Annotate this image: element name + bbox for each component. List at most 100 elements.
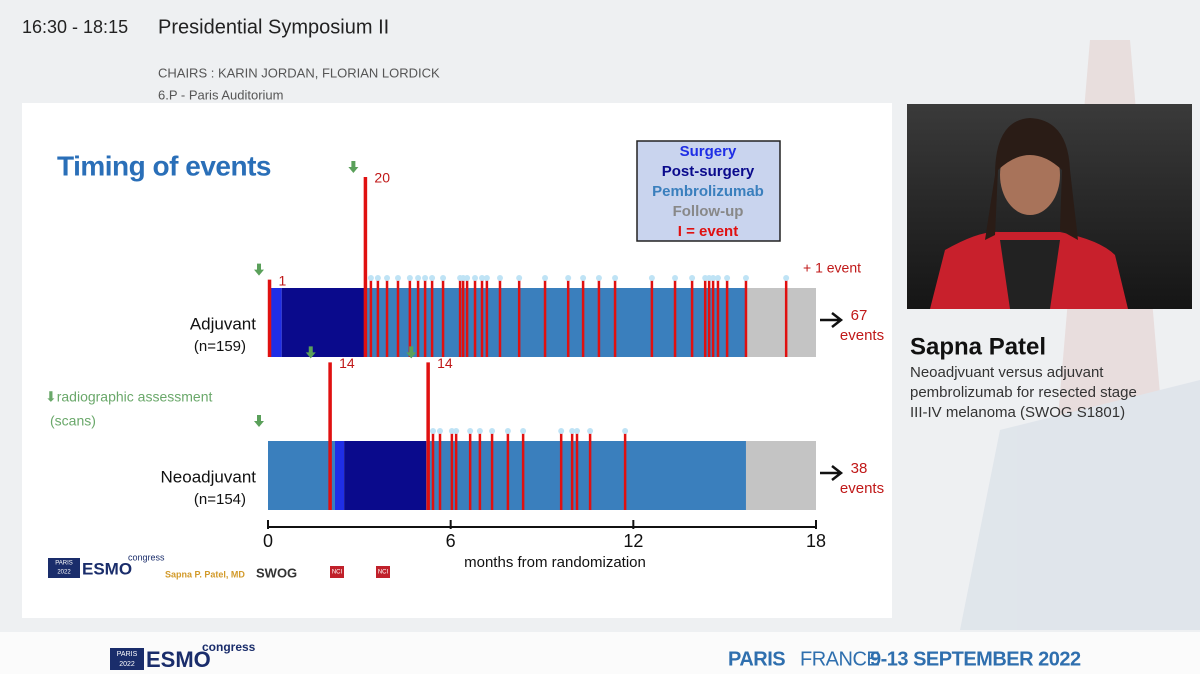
room: 6.P - Paris Auditorium bbox=[158, 87, 283, 102]
phase-segment bbox=[334, 441, 345, 510]
event-dot bbox=[714, 275, 721, 281]
row-n: (n=159) bbox=[194, 338, 246, 355]
event-dot bbox=[710, 275, 717, 281]
row-name: Adjuvant bbox=[190, 314, 256, 333]
event-dot bbox=[612, 275, 619, 281]
event-count: 20 bbox=[374, 170, 390, 186]
row-n: (n=154) bbox=[194, 491, 246, 508]
scan-note: ⬇radiographic assessment bbox=[45, 389, 212, 405]
scan-arrow bbox=[305, 346, 316, 359]
logo-box bbox=[48, 558, 80, 578]
event-dot bbox=[406, 275, 413, 281]
phase-segment bbox=[426, 441, 746, 510]
event-dot bbox=[504, 428, 511, 434]
row-name: Neoadjuvant bbox=[161, 467, 257, 486]
scan-arrow bbox=[254, 415, 264, 427]
scan-arrow bbox=[348, 161, 359, 173]
event-dot bbox=[367, 275, 374, 281]
logo-box bbox=[110, 648, 144, 670]
nci-badge bbox=[330, 566, 344, 578]
event-dot bbox=[464, 275, 471, 281]
footer-bar bbox=[0, 632, 1200, 674]
event-dot bbox=[394, 275, 401, 281]
slide-logo: PARIS 2022 ESMO congress Sapna P. Patel,… bbox=[48, 552, 390, 580]
speaker-hair bbox=[985, 118, 1078, 240]
logo-word: congress bbox=[128, 552, 165, 562]
talk-title: III-IV melanoma (SWOG S1801) bbox=[910, 404, 1125, 421]
dates: 9-13 SEPTEMBER 2022 bbox=[870, 648, 1081, 670]
x-tick-label: 6 bbox=[446, 531, 456, 551]
event-dot bbox=[384, 275, 391, 281]
phase-segment bbox=[745, 288, 816, 357]
nci: NCI bbox=[378, 570, 389, 576]
event-dot bbox=[448, 428, 455, 434]
event-dot bbox=[648, 275, 655, 281]
event-dot bbox=[489, 428, 496, 434]
event-dot bbox=[689, 275, 696, 281]
nci: NCI bbox=[332, 570, 343, 576]
logo-word: congress bbox=[202, 640, 256, 654]
place-country: FRANCE bbox=[800, 648, 879, 670]
x-tick-label: 12 bbox=[623, 531, 643, 551]
extra-event: + 1 event bbox=[803, 260, 861, 276]
event-dot bbox=[437, 428, 444, 434]
speaker-top bbox=[1000, 240, 1060, 309]
presenter: Sapna P. Patel, MD bbox=[165, 569, 245, 579]
phase-segment bbox=[365, 288, 746, 357]
event-dot bbox=[558, 428, 565, 434]
event-count: 1 bbox=[279, 272, 287, 288]
x-tick-label: 0 bbox=[263, 531, 273, 551]
phase-segment bbox=[745, 441, 816, 510]
logo-brand: ESMO bbox=[82, 559, 132, 578]
event-dot bbox=[467, 428, 474, 434]
event-dot bbox=[496, 275, 503, 281]
total-arrow bbox=[820, 465, 844, 481]
scan-arrow bbox=[406, 346, 417, 359]
event-total: 67 bbox=[851, 307, 868, 324]
scan-note: (scans) bbox=[50, 413, 96, 429]
logo-city: PARIS bbox=[55, 561, 73, 567]
event-dot bbox=[422, 275, 429, 281]
x-axis-label: months from randomization bbox=[464, 554, 646, 571]
event-dot bbox=[580, 275, 587, 281]
timeline-chart: Surgery Post-surgery Pembrolizumab Follow-u… bbox=[161, 143, 885, 571]
legend-entry: Post-surgery bbox=[662, 163, 755, 180]
legend-entry: I = event bbox=[678, 223, 738, 240]
event-dot bbox=[440, 275, 447, 281]
event-dot bbox=[587, 428, 594, 434]
legend-entry: Follow-up bbox=[673, 203, 744, 220]
event-dot bbox=[430, 428, 437, 434]
event-count: 14 bbox=[437, 355, 453, 371]
event-dot bbox=[783, 275, 790, 281]
phase-segment bbox=[268, 441, 335, 510]
event-dot bbox=[453, 428, 460, 434]
event-count: 14 bbox=[339, 355, 355, 371]
event-total: 38 bbox=[851, 460, 868, 477]
event-dot bbox=[520, 428, 527, 434]
logo-year: 2022 bbox=[57, 570, 71, 576]
event-total-unit: events bbox=[840, 480, 884, 497]
x-tick-label: 18 bbox=[806, 531, 826, 551]
speaker-video bbox=[907, 104, 1192, 309]
phase-segment bbox=[344, 441, 427, 510]
speaker-name: Sapna Patel bbox=[910, 333, 1046, 360]
chairs: CHAIRS : KARIN JORDAN, FLORIAN LORDICK bbox=[158, 65, 440, 80]
paris-decoration bbox=[960, 40, 1200, 630]
event-dot bbox=[569, 428, 576, 434]
footer-logo: PARIS 2022 ESMO congress bbox=[110, 640, 256, 672]
logo-brand: ESMO bbox=[146, 647, 211, 672]
event-total-unit: events bbox=[840, 327, 884, 344]
event-dot bbox=[429, 275, 436, 281]
event-dot bbox=[742, 275, 749, 281]
event-dot bbox=[542, 275, 549, 281]
phase-segment bbox=[268, 288, 282, 357]
logo-city: PARIS bbox=[117, 651, 138, 658]
event-dot bbox=[476, 428, 483, 434]
event-dot bbox=[472, 275, 479, 281]
event-dot bbox=[672, 275, 679, 281]
legend-entry: Surgery bbox=[680, 143, 737, 160]
talk-title: pembrolizumab for resected stage bbox=[910, 384, 1137, 401]
swog-logo: SWOG bbox=[256, 565, 297, 580]
